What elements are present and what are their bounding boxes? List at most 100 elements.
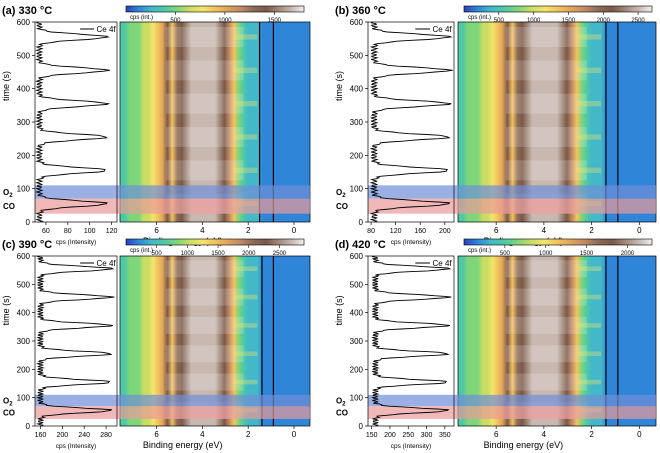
ylabel: time (s) bbox=[334, 295, 344, 325]
ylabel: time (s) bbox=[1, 295, 11, 325]
ytick-label: 300 bbox=[17, 118, 31, 127]
ytick-label: 500 bbox=[17, 51, 31, 60]
colorbar-tick-label: 1000 bbox=[181, 251, 195, 257]
o2-label: O2 bbox=[336, 188, 346, 199]
heatmap-xtick-label: 0 bbox=[637, 226, 642, 235]
heatmap-xtick-label: 2 bbox=[589, 430, 594, 439]
profile-curve bbox=[36, 255, 115, 427]
heatmap-cycle-band bbox=[165, 93, 244, 114]
heatmap-xtick-label: 0 bbox=[292, 430, 297, 439]
ytick-label: 600 bbox=[17, 18, 31, 27]
profile-curve bbox=[34, 21, 111, 223]
heatmap-cycle-edge bbox=[234, 134, 258, 140]
heatmap-xtick-label: 4 bbox=[542, 226, 547, 235]
heatmap-cycle-band bbox=[505, 288, 587, 306]
ytick-label: 400 bbox=[17, 309, 31, 318]
ytick-label: 500 bbox=[350, 51, 364, 60]
legend-label: Ce 4f bbox=[97, 25, 117, 34]
heatmap-cycle-edge bbox=[234, 167, 258, 173]
colorbar-tick-label: 500 bbox=[152, 251, 163, 257]
ytick-label: 0 bbox=[26, 422, 31, 431]
heatmap-cycle-band bbox=[505, 127, 587, 147]
heatmap-xlabel: Binding energy (eV) bbox=[143, 440, 223, 450]
heatmap-xtick-label: 6 bbox=[494, 226, 499, 235]
o2-label-sub: 2 bbox=[9, 193, 13, 199]
ytick-label: 0 bbox=[359, 218, 364, 227]
heatmap-xtick-label: 0 bbox=[292, 226, 297, 235]
o2-band bbox=[35, 394, 310, 407]
colorbar-tick-label: 2000 bbox=[621, 251, 635, 257]
panel-title: (c) 390 °C bbox=[2, 239, 52, 251]
profile-xtick-label: 240 bbox=[78, 432, 90, 439]
colorbar-tick-label: 1000 bbox=[539, 251, 553, 257]
heatmap-cycle-band bbox=[505, 373, 587, 391]
heatmap-cycle-edge bbox=[577, 351, 602, 357]
colorbar bbox=[125, 5, 305, 13]
heatmap-cycle-band bbox=[165, 345, 244, 363]
colorbar-label: cps (int.) bbox=[130, 15, 153, 21]
heatmap-cycle-edge bbox=[577, 101, 602, 107]
colorbar-tick-label: 500 bbox=[170, 18, 181, 24]
heatmap-cycle-edge bbox=[234, 266, 258, 272]
colorbar-tick-label: 1500 bbox=[562, 18, 576, 24]
colorbar-tick-label: 1500 bbox=[211, 251, 225, 257]
heatmap-cycle-band bbox=[505, 27, 587, 47]
profile-xlabel: cps (Intensity) bbox=[391, 443, 431, 450]
profile-xtick-label: 350 bbox=[439, 432, 451, 439]
colorbar-tick-label: 1500 bbox=[580, 251, 594, 257]
ytick-label: 0 bbox=[26, 218, 31, 227]
heatmap-cycle-edge bbox=[234, 351, 258, 357]
profile-xtick-label: 160 bbox=[414, 228, 426, 235]
legend-label: Ce 4f bbox=[97, 259, 117, 268]
profile-xtick-label: 200 bbox=[384, 432, 396, 439]
profile-curve bbox=[371, 255, 452, 427]
profile-xtick-label: 280 bbox=[100, 432, 112, 439]
profile-curve bbox=[369, 21, 453, 223]
colorbar-tick-label: 1500 bbox=[268, 18, 282, 24]
ytick-label: 200 bbox=[350, 365, 364, 374]
profile-xlabel: cps (Intensity) bbox=[56, 443, 96, 450]
heatmap-frame bbox=[457, 255, 657, 427]
heatmap-cycle-band bbox=[505, 160, 587, 181]
heatmap-cycle-edge bbox=[577, 294, 602, 300]
heatmap-cycle-edge bbox=[234, 67, 258, 73]
panel-title: (a) 330 °C bbox=[2, 5, 52, 17]
o2-label-main: O bbox=[336, 188, 342, 197]
heatmap-cycle-edge bbox=[577, 34, 602, 40]
ytick-label: 300 bbox=[350, 118, 364, 127]
heatmap-xtick-label: 6 bbox=[154, 430, 159, 439]
legend-label: Ce 4f bbox=[433, 25, 453, 34]
o2-label-main: O bbox=[336, 397, 342, 406]
ytick-label: 300 bbox=[350, 337, 364, 346]
heatmap-cycle-edge bbox=[577, 379, 602, 385]
heatmap-cycle-edge bbox=[234, 323, 258, 328]
heatmap-cycle-edge bbox=[577, 266, 602, 272]
ytick-label: 500 bbox=[17, 280, 31, 289]
heatmap-cycle-edge bbox=[234, 101, 258, 107]
o2-label-sub: 2 bbox=[342, 193, 346, 199]
ytick-label: 0 bbox=[359, 422, 364, 431]
legend-label: Ce 4f bbox=[433, 259, 453, 268]
heatmap-xtick-label: 6 bbox=[154, 226, 159, 235]
ytick-label: 600 bbox=[350, 252, 364, 261]
heatmap-xtick-label: 2 bbox=[246, 430, 251, 439]
panel-title: (d) 420 °C bbox=[335, 239, 386, 251]
heatmap-cycle-band bbox=[165, 316, 244, 334]
o2-band bbox=[368, 185, 656, 199]
o2-label-sub: 2 bbox=[9, 402, 13, 408]
co-band bbox=[368, 198, 656, 214]
colorbar-tick-label: 1000 bbox=[527, 18, 541, 24]
colorbar-tick-label: 2500 bbox=[631, 18, 645, 24]
o2-label-sub: 2 bbox=[342, 402, 346, 408]
heatmap-cycle-band bbox=[505, 93, 587, 114]
ytick-label: 400 bbox=[350, 85, 364, 94]
heatmap-cycle-band bbox=[165, 288, 244, 306]
heatmap-cycle-band bbox=[505, 316, 587, 334]
heatmap-cycle-band bbox=[165, 160, 244, 181]
profile-xtick-label: 120 bbox=[390, 228, 402, 235]
heatmap-cycle-edge bbox=[577, 167, 602, 173]
profile-xtick-label: 60 bbox=[42, 228, 50, 235]
colorbar-tick-label: 500 bbox=[500, 251, 511, 257]
